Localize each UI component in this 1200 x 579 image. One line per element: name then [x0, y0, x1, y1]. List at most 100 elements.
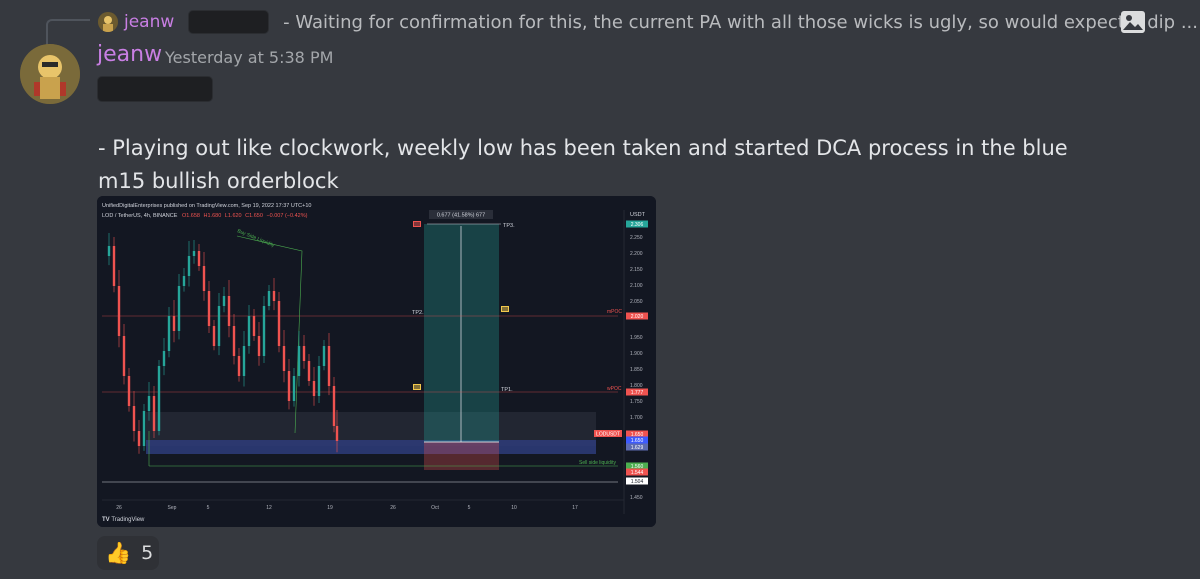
flag-icon	[413, 221, 421, 227]
image-attachment-icon[interactable]	[1120, 10, 1146, 34]
candle-body	[242, 346, 246, 376]
candle-body	[142, 411, 146, 446]
candle-body	[192, 251, 196, 256]
measure-label: 0.677 (41.58%) 677	[437, 213, 485, 219]
price-tag: 1.629	[626, 443, 648, 451]
candle-body	[227, 296, 231, 326]
redacted-mention	[188, 10, 270, 34]
candle-body	[137, 431, 141, 446]
price-tick: 1.700	[630, 415, 643, 421]
symbol-tag	[594, 430, 622, 437]
candle-body	[157, 366, 161, 431]
candle-body	[187, 256, 191, 276]
candle-body	[222, 296, 226, 306]
reply-avatar-icon[interactable]	[98, 12, 118, 32]
tp3-label: TP3.	[503, 223, 515, 229]
svg-text:1.629: 1.629	[631, 445, 644, 451]
candle-body	[322, 346, 326, 366]
time-tick: Sep	[168, 505, 177, 511]
svg-text:1.504: 1.504	[631, 479, 644, 485]
candle-body	[247, 316, 251, 346]
chart-published-line: UnifiedDigitalEnterprises published on T…	[102, 203, 311, 209]
mpoc-label: mPOC	[607, 309, 622, 315]
flag-icon	[501, 306, 509, 312]
candle-body	[317, 366, 321, 396]
price-tag: 1.544	[626, 468, 648, 476]
candle-body	[217, 306, 221, 346]
price-tag: 2.020	[626, 312, 648, 320]
candle-body	[127, 376, 131, 406]
price-tick: 1.900	[630, 351, 643, 357]
svg-text:2.306: 2.306	[631, 222, 644, 228]
candle-body	[147, 396, 151, 411]
flag-icon	[413, 384, 421, 390]
price-tag: 2.306	[626, 220, 648, 228]
reply-preview[interactable]: jeanw - Waiting for confirmation for thi…	[98, 6, 1198, 38]
time-tick: 19	[327, 505, 333, 511]
message-author[interactable]: jeanw	[97, 42, 163, 67]
price-tag: 1.650	[626, 430, 648, 438]
candle-body	[272, 291, 276, 301]
price-axis: 2.2502.2002.1502.1002.0502.0001.9501.900…	[626, 220, 648, 501]
svg-text:1.544: 1.544	[631, 470, 644, 476]
reaction-count: 5	[141, 542, 154, 564]
time-tick: 26	[390, 505, 396, 511]
svg-text:1.650: 1.650	[631, 438, 644, 444]
chart-currency: USDT	[630, 212, 646, 218]
tradingview-logo: TV TradingView	[102, 517, 145, 523]
candle-body	[207, 291, 211, 326]
time-tick: 10	[511, 505, 517, 511]
profit-zone	[424, 224, 499, 442]
message-text: - Playing out like clockwork, weekly low…	[98, 136, 1068, 193]
price-tick: 2.050	[630, 299, 643, 305]
candle-body	[152, 396, 156, 431]
candle-body	[282, 346, 286, 371]
candle-body	[182, 276, 186, 286]
candle-body	[117, 286, 121, 336]
reaction-button[interactable]: 👍 5	[97, 536, 159, 570]
price-tick: 1.850	[630, 367, 643, 373]
price-tick: 2.150	[630, 267, 643, 273]
time-tick: 5	[468, 505, 471, 511]
candle-body	[332, 386, 336, 426]
reply-text[interactable]: - Waiting for confirmation for this, the…	[283, 11, 1198, 33]
time-axis: 26 Sep 5 12 19 26 Oct 5 10 17	[116, 505, 578, 511]
tp2-label: TP2.	[412, 310, 424, 316]
candle-body	[132, 406, 136, 431]
candle-body	[287, 371, 291, 401]
chart-symbol-line: LOD / TetherUS, 4h, BINANCE O1.658 H1.68…	[102, 213, 308, 219]
price-tick: 1.750	[630, 399, 643, 405]
price-tick: 1.450	[630, 495, 643, 501]
time-tick: 12	[266, 505, 272, 511]
candle-body	[197, 251, 201, 266]
candle-body	[112, 246, 116, 286]
candle-body	[297, 346, 301, 376]
price-tag: 1.504	[626, 477, 648, 485]
candle-body	[232, 326, 236, 356]
price-tick: 1.950	[630, 335, 643, 341]
candle-body	[177, 286, 181, 331]
candle-body	[202, 266, 206, 291]
price-tag: 1.777	[626, 388, 648, 396]
redacted-mention	[97, 76, 213, 102]
reply-connector	[46, 19, 90, 47]
svg-text:1.650: 1.650	[631, 432, 644, 438]
candle-body	[335, 426, 339, 441]
candle-body	[267, 291, 271, 306]
time-tick: Oct	[431, 505, 439, 511]
candle-body	[262, 306, 266, 356]
tp1-label: TP1.	[501, 387, 513, 393]
user-avatar-icon[interactable]	[20, 44, 80, 104]
price-tick: 2.200	[630, 251, 643, 257]
time-tick: 26	[116, 505, 122, 511]
time-tick: 5	[207, 505, 210, 511]
price-tag: 1.650	[626, 436, 648, 444]
m15-bullish-orderblock	[146, 440, 596, 454]
candle-body	[167, 316, 171, 351]
chart-image[interactable]: UnifiedDigitalEnterprises published on T…	[97, 196, 656, 527]
symbol-tag-label: LODUSDT	[596, 432, 620, 438]
reply-author[interactable]: jeanw	[124, 12, 175, 32]
candlestick-series	[107, 233, 339, 454]
loss-zone	[424, 442, 499, 470]
candle-body	[172, 316, 176, 331]
